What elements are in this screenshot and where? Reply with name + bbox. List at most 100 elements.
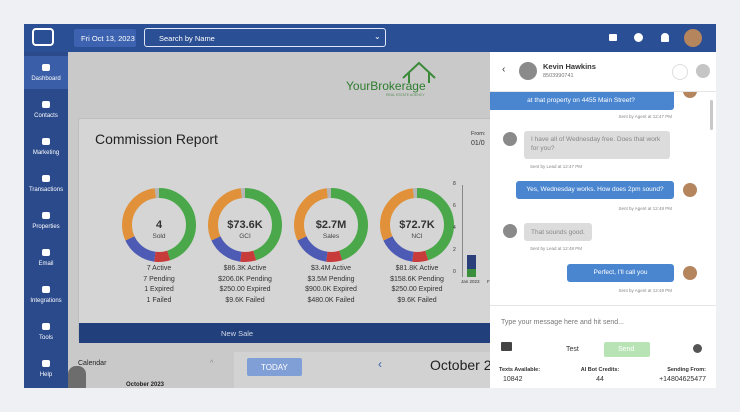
lead-avatar xyxy=(503,132,517,146)
nav-icon xyxy=(42,212,50,219)
card-line: $900.0K Expired xyxy=(305,286,357,293)
bell-icon[interactable] xyxy=(661,33,669,42)
stat-value: 44 xyxy=(596,376,604,383)
donut-segment xyxy=(380,188,454,262)
template-icon[interactable] xyxy=(501,342,512,351)
chart-y-tick: 0 xyxy=(453,269,456,275)
donut xyxy=(380,188,454,262)
donut-segment xyxy=(294,188,368,262)
nav-icon xyxy=(42,249,50,256)
chart-y-tick: 8 xyxy=(453,181,456,187)
card-line: $480.0K Failed xyxy=(307,296,355,304)
prev-month[interactable]: ‹ xyxy=(378,357,382,371)
chat-icon[interactable] xyxy=(609,34,617,41)
nav-item[interactable]: Tools xyxy=(24,315,68,348)
donut-segment xyxy=(122,188,196,262)
stat-label: Texts Available: xyxy=(499,367,541,373)
nav-label: Help xyxy=(39,372,53,378)
card-label: NCI xyxy=(411,233,423,240)
nav-label: Transactions xyxy=(28,187,64,193)
commission-card: Commission Report From: 01/0 New Sale 4 S… xyxy=(78,118,509,343)
card-value: $73.6K xyxy=(227,219,263,231)
nav-item[interactable]: Help xyxy=(24,352,68,385)
nav-label: Email xyxy=(38,261,54,267)
stat-value: 10842 xyxy=(503,376,523,383)
card-label: GCI xyxy=(239,233,251,240)
card-value: $2.7M xyxy=(315,219,347,231)
card-line: $250.00 Expired xyxy=(219,286,271,293)
donut xyxy=(294,188,368,262)
search-placeholder: Search by Name xyxy=(159,34,215,43)
nav-item[interactable]: Email xyxy=(24,241,68,274)
donut-segment xyxy=(380,188,454,262)
donut-segment xyxy=(294,188,368,262)
chart-bar xyxy=(467,269,476,277)
nav-item[interactable]: Dashboard xyxy=(24,56,68,89)
donut-segment xyxy=(294,188,368,262)
card-label: Sold xyxy=(152,233,166,240)
brand: YourBrokerage REAL ESTATE AGENCY xyxy=(346,60,442,100)
chart-bar xyxy=(467,255,476,277)
bot-icon[interactable] xyxy=(696,64,710,78)
nav-icon xyxy=(42,101,50,108)
card-line: 7 Active xyxy=(146,265,172,272)
settings-icon[interactable] xyxy=(693,344,702,353)
today-text: TODAY xyxy=(261,363,288,372)
date-button[interactable]: Fri Oct 13, 2023 xyxy=(74,29,136,47)
message-meta: Sent by Agent at 12:49 PM xyxy=(618,288,672,293)
nav-label: Marketing xyxy=(32,150,60,156)
donut-segment xyxy=(122,188,196,262)
user-avatar[interactable] xyxy=(684,29,702,47)
chart-y-tick: 4 xyxy=(453,225,456,231)
donut-segment xyxy=(380,188,454,262)
today-button[interactable]: TODAY xyxy=(247,358,302,376)
brand-house xyxy=(402,61,436,83)
nav-label: Dashboard xyxy=(31,76,61,82)
chart-x-tick: F xyxy=(487,279,490,284)
agent-message: Yes, Wednesday works. How does 2pm sound… xyxy=(516,181,674,199)
chat-panel: at that property on 4455 Main Street? Sen… xyxy=(490,52,716,388)
sidebar: Dashboard Contacts Marketing Transactions Pr… xyxy=(24,52,68,388)
card-label: Sales xyxy=(322,233,340,240)
agent-message: Perfect, I'll call you Wednesday. xyxy=(567,264,674,294)
nav-item[interactable]: Marketing xyxy=(24,130,68,163)
contact-phone: 8503990741 xyxy=(543,73,574,79)
message-meta: Sent by Lead at 12:47 PM xyxy=(530,164,583,169)
calendar-month: October 2023 xyxy=(126,382,165,388)
nav-item[interactable]: Properties xyxy=(24,204,68,237)
nav-item[interactable]: Transactions xyxy=(24,167,68,200)
card-line: $3.5M Pending xyxy=(307,275,355,283)
input-placeholder[interactable]: Type your message here and hit send... xyxy=(501,319,624,326)
date-text: Fri Oct 13, 2023 xyxy=(81,34,135,43)
card-line: $158.6K Pending xyxy=(390,275,444,283)
card-line: $81.8K Active xyxy=(395,265,439,272)
chart-y-tick: 2 xyxy=(453,247,456,253)
stat-label: AI Bot Credits: xyxy=(580,367,620,373)
calendar-heading: October 2 xyxy=(430,357,492,373)
donut-segment xyxy=(208,188,282,262)
donut xyxy=(122,188,196,262)
send-button[interactable]: Send xyxy=(604,342,650,357)
collapse-caret: ^ xyxy=(210,360,214,367)
card-value: $72.7K xyxy=(399,219,435,231)
calendar-title: Calendar xyxy=(78,360,107,367)
card-line: $9.6K Failed xyxy=(225,296,265,304)
logo xyxy=(32,28,54,46)
scrollbar xyxy=(710,100,713,130)
nav-item[interactable]: Contacts xyxy=(24,93,68,126)
search-box[interactable]: Search by Name ⌄ xyxy=(144,28,386,47)
call-icon[interactable] xyxy=(672,64,688,80)
card-line: $250.00 Expired xyxy=(391,286,443,293)
contact-avatar xyxy=(519,62,537,80)
chart-axis xyxy=(462,185,463,277)
settings-icon[interactable] xyxy=(634,33,643,42)
nav-item[interactable]: Integrations xyxy=(24,278,68,311)
test-button[interactable]: Test xyxy=(566,346,579,353)
card-line: 7 Pending xyxy=(143,275,175,283)
message-meta: Sent by Lead at 12:48 PM xyxy=(530,246,583,251)
nav-icon xyxy=(42,64,50,71)
nav-label: Integrations xyxy=(30,298,62,304)
new-sale-button[interactable]: New Sale xyxy=(79,323,509,343)
back-button[interactable]: ‹ xyxy=(502,64,506,75)
